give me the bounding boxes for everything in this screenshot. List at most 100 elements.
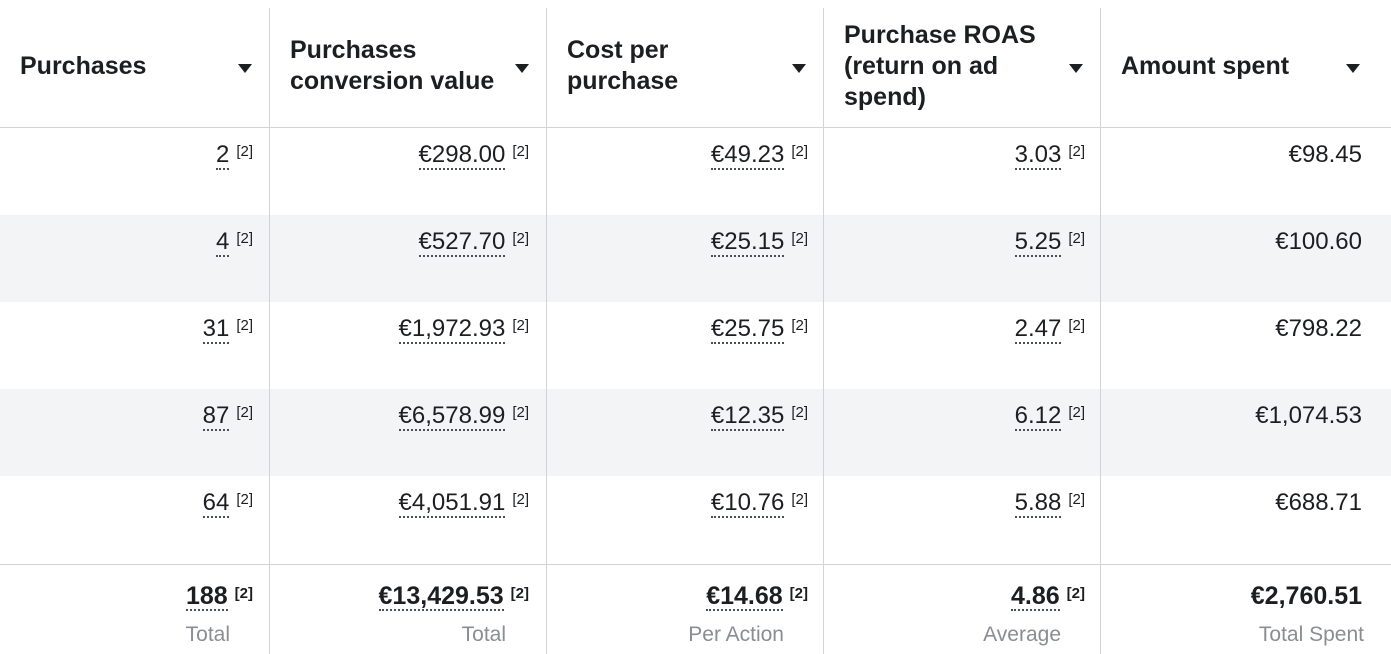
cell-purchase-roas: 2.47 [2] — [824, 316, 1085, 346]
cell-cost-per-purchase: €49.23 [2] — [547, 142, 808, 172]
total-caption: Total — [461, 623, 506, 646]
table-row: 31 [2] €1,972.93 [2] €25.75 [2] 2.47 [2] €79… — [0, 302, 1391, 389]
table-row: 2 [2] €298.00 [2] €49.23 [2] 3.03 [2] €98.45 — [0, 128, 1391, 215]
cell-conversion-value: €6,578.99 [2] — [270, 403, 529, 433]
metric-value: €1,074.53 — [1255, 402, 1362, 429]
footnote-marker: [2] — [512, 230, 529, 247]
cell-purchases: 31 [2] — [0, 316, 253, 346]
metric-value[interactable]: 4 — [215, 228, 230, 257]
table-header: Purchases Purchases conversion value Cos… — [0, 0, 1391, 128]
cell-conversion-value: €527.70 [2] — [270, 229, 529, 259]
column-header-conversion-value[interactable]: Purchases conversion value — [270, 0, 546, 128]
metric-value[interactable]: 87 — [202, 402, 230, 431]
column-divider[interactable] — [269, 8, 270, 654]
total-value: €2,760.51 — [1250, 582, 1362, 610]
cell-conversion-value: €298.00 [2] — [270, 142, 529, 172]
cell-purchases: 2 [2] — [0, 142, 253, 172]
footnote-marker: [2] — [1066, 585, 1085, 602]
footnote-marker: [2] — [512, 143, 529, 160]
column-header-amount-spent[interactable]: Amount spent — [1101, 0, 1391, 128]
sort-caret-down-icon[interactable] — [238, 64, 252, 73]
metric-value[interactable]: €25.75 — [710, 315, 785, 344]
total-caption: Total — [185, 623, 230, 646]
total-value[interactable]: €13,429.53 — [378, 582, 504, 611]
total-value[interactable]: €14.68 — [706, 582, 783, 611]
total-value[interactable]: 4.86 — [1010, 582, 1060, 611]
column-header-purchases[interactable]: Purchases — [0, 0, 269, 128]
metric-value[interactable]: 6.12 — [1014, 402, 1062, 431]
sort-caret-down-icon[interactable] — [515, 64, 529, 73]
metric-value[interactable]: €25.15 — [710, 228, 785, 257]
footnote-marker: [2] — [236, 317, 253, 334]
metric-value[interactable]: 31 — [202, 315, 230, 344]
cell-cost-per-purchase: €10.76 [2] — [547, 490, 808, 520]
column-divider[interactable] — [823, 8, 824, 654]
total-caption: Per Action — [688, 623, 784, 646]
footnote-marker: [2] — [791, 491, 808, 508]
cell-amount-spent: €1,074.53 — [1101, 403, 1362, 433]
table-row: 87 [2] €6,578.99 [2] €12.35 [2] 6.12 [2] €1,… — [0, 389, 1391, 476]
column-divider[interactable] — [546, 8, 547, 654]
footnote-marker: [2] — [512, 317, 529, 334]
total-purchase-roas: 4.86 [2] — [824, 583, 1085, 613]
column-header-purchase-roas[interactable]: Purchase ROAS (return on ad spend) — [824, 0, 1100, 128]
cell-amount-spent: €98.45 — [1101, 142, 1362, 172]
metric-value[interactable]: €6,578.99 — [398, 402, 506, 431]
cell-purchase-roas: 3.03 [2] — [824, 142, 1085, 172]
footnote-marker: [2] — [791, 143, 808, 160]
metric-value[interactable]: €12.35 — [710, 402, 785, 431]
metric-value[interactable]: €4,051.91 — [398, 489, 506, 518]
footnote-marker: [2] — [1068, 491, 1085, 508]
total-purchases: 188 [2] — [0, 583, 253, 613]
metric-value[interactable]: €527.70 — [418, 228, 506, 257]
total-cost-per-purchase: €14.68 [2] — [547, 583, 808, 613]
cell-purchase-roas: 5.88 [2] — [824, 490, 1085, 520]
footnote-marker: [2] — [236, 491, 253, 508]
total-caption: Total Spent — [1258, 623, 1364, 646]
cell-conversion-value: €1,972.93 [2] — [270, 316, 529, 346]
sort-caret-down-icon[interactable] — [1069, 64, 1083, 73]
sort-caret-down-icon[interactable] — [792, 64, 806, 73]
column-header-label: Purchases conversion value — [290, 36, 495, 95]
metric-value[interactable]: 5.25 — [1014, 228, 1062, 257]
cell-amount-spent: €100.60 — [1101, 229, 1362, 259]
table-row: 64 [2] €4,051.91 [2] €10.76 [2] 5.88 [2] €68… — [0, 476, 1391, 563]
footnote-marker: [2] — [791, 230, 808, 247]
total-caption: Average — [983, 623, 1061, 646]
metric-value[interactable]: €49.23 — [710, 141, 785, 170]
metric-value: €798.22 — [1275, 315, 1362, 342]
cell-purchase-roas: 6.12 [2] — [824, 403, 1085, 433]
total-conversion-value: €13,429.53 [2] — [270, 583, 529, 613]
footnote-marker: [2] — [1068, 404, 1085, 421]
metric-value[interactable]: €298.00 — [418, 141, 506, 170]
cell-purchase-roas: 5.25 [2] — [824, 229, 1085, 259]
footnote-marker: [2] — [234, 585, 253, 602]
footnote-marker: [2] — [236, 230, 253, 247]
column-divider[interactable] — [1100, 8, 1101, 654]
metric-value[interactable]: 64 — [202, 489, 230, 518]
cell-purchases: 87 [2] — [0, 403, 253, 433]
footnote-marker: [2] — [236, 404, 253, 421]
cell-purchases: 4 [2] — [0, 229, 253, 259]
cell-cost-per-purchase: €12.35 [2] — [547, 403, 808, 433]
metric-value[interactable]: 2 — [215, 141, 230, 170]
footnote-marker: [2] — [1068, 317, 1085, 334]
metric-value[interactable]: 5.88 — [1014, 489, 1062, 518]
cell-cost-per-purchase: €25.15 [2] — [547, 229, 808, 259]
table-row: 4 [2] €527.70 [2] €25.15 [2] 5.25 [2] €100.6… — [0, 215, 1391, 302]
footnote-marker: [2] — [791, 404, 808, 421]
total-value[interactable]: 188 — [185, 582, 228, 611]
metric-value: €688.71 — [1275, 489, 1362, 516]
metric-value[interactable]: 2.47 — [1014, 315, 1062, 344]
column-header-label: Amount spent — [1121, 51, 1290, 80]
footnote-marker: [2] — [789, 585, 808, 602]
sort-caret-down-icon[interactable] — [1346, 64, 1360, 73]
metric-value[interactable]: €1,972.93 — [398, 315, 506, 344]
column-header-cost-per-purchase[interactable]: Cost per purchase — [547, 0, 823, 128]
metric-value[interactable]: 3.03 — [1014, 141, 1062, 170]
footnote-marker: [2] — [512, 404, 529, 421]
metric-value: €100.60 — [1275, 228, 1362, 255]
metric-value[interactable]: €10.76 — [710, 489, 785, 518]
footnote-marker: [2] — [236, 143, 253, 160]
